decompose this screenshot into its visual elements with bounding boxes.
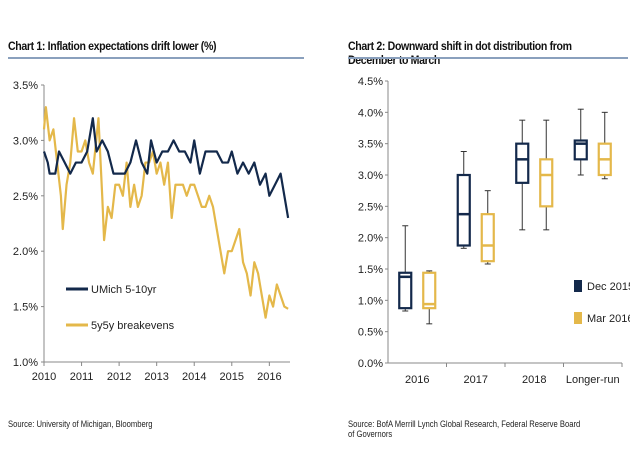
chart1-y-tick-label: 2.0% <box>13 246 38 258</box>
chart2-y-tick-label: 4.5% <box>358 76 383 88</box>
chart2-title-rule <box>348 57 628 59</box>
chart1-legend-label: 5y5y breakevens <box>91 320 175 332</box>
chart2-title: Chart 2: Downward shift in dot distribut… <box>348 39 572 67</box>
chart1-y-tick-label: 1.0% <box>13 357 38 369</box>
chart1-y-tick-label: 1.5% <box>13 302 38 314</box>
chart1-x-tick-label: 2012 <box>107 371 131 383</box>
chart2-x-tick-label: 2018 <box>522 374 546 386</box>
chart1-x-tick-label: 2014 <box>182 371 206 383</box>
chart1-source: Source: University of Michigan, Bloomber… <box>8 419 153 429</box>
chart2-box-mar2016 <box>480 213 495 263</box>
chart1-y-tick-label: 3.0% <box>13 135 38 147</box>
chart2-y-tick-label: 1.0% <box>358 295 383 307</box>
chart1-series-breakevens-line <box>42 106 289 319</box>
chart2-y-tick-label: 0.5% <box>358 327 383 339</box>
chart2-box-mar2016 <box>422 271 437 310</box>
chart2-source: Source: BofA Merrill Lynch Global Resear… <box>348 419 581 439</box>
chart2-legend-swatch <box>574 312 582 324</box>
chart1-x-tick-label: 2011 <box>70 371 94 383</box>
chart1-x-tick-label: 2010 <box>32 371 56 383</box>
chart2-y-tick-label: 4.0% <box>358 107 383 119</box>
chart2-box-dec2015 <box>573 139 588 161</box>
chart2-x-tick-label: Longer-run <box>566 374 620 386</box>
chart2-box-mar2016 <box>539 158 554 208</box>
chart1-title-rule <box>8 57 304 59</box>
chart2-box-dec2015 <box>398 271 413 310</box>
chart1-series-umich-line <box>42 117 290 219</box>
chart1-y-tick-label: 3.5% <box>13 80 38 92</box>
chart1-x-tick-label: 2013 <box>144 371 168 383</box>
chart2-box-dec2015 <box>515 142 530 184</box>
chart2-x-tick-label: 2017 <box>464 374 488 386</box>
chart2-legend-label: Mar 2016 <box>587 313 630 325</box>
chart2-x-tick-label: 2016 <box>405 374 429 386</box>
chart2-y-tick-label: 3.5% <box>358 139 383 151</box>
chart2-box-dec2015 <box>456 173 471 247</box>
chart2-y-tick-label: 2.0% <box>358 233 383 245</box>
chart2-legend-label: Dec 2015 <box>587 281 630 293</box>
chart1-y-tick-label: 2.5% <box>13 191 38 203</box>
chart1-x-tick-label: 2015 <box>220 371 244 383</box>
chart2-legend-swatch <box>574 280 582 292</box>
chart2-y-tick-label: 2.5% <box>358 201 383 213</box>
chart1-title: Chart 1: Inflation expectations drift lo… <box>8 39 217 53</box>
chart2-y-tick-label: 3.0% <box>358 170 383 182</box>
chart2-y-tick-label: 1.5% <box>358 264 383 276</box>
chart1-legend-label: UMich 5-10yr <box>91 284 157 296</box>
chart2-y-tick-label: 0.0% <box>358 358 383 370</box>
chart1-x-tick-label: 2016 <box>257 371 281 383</box>
